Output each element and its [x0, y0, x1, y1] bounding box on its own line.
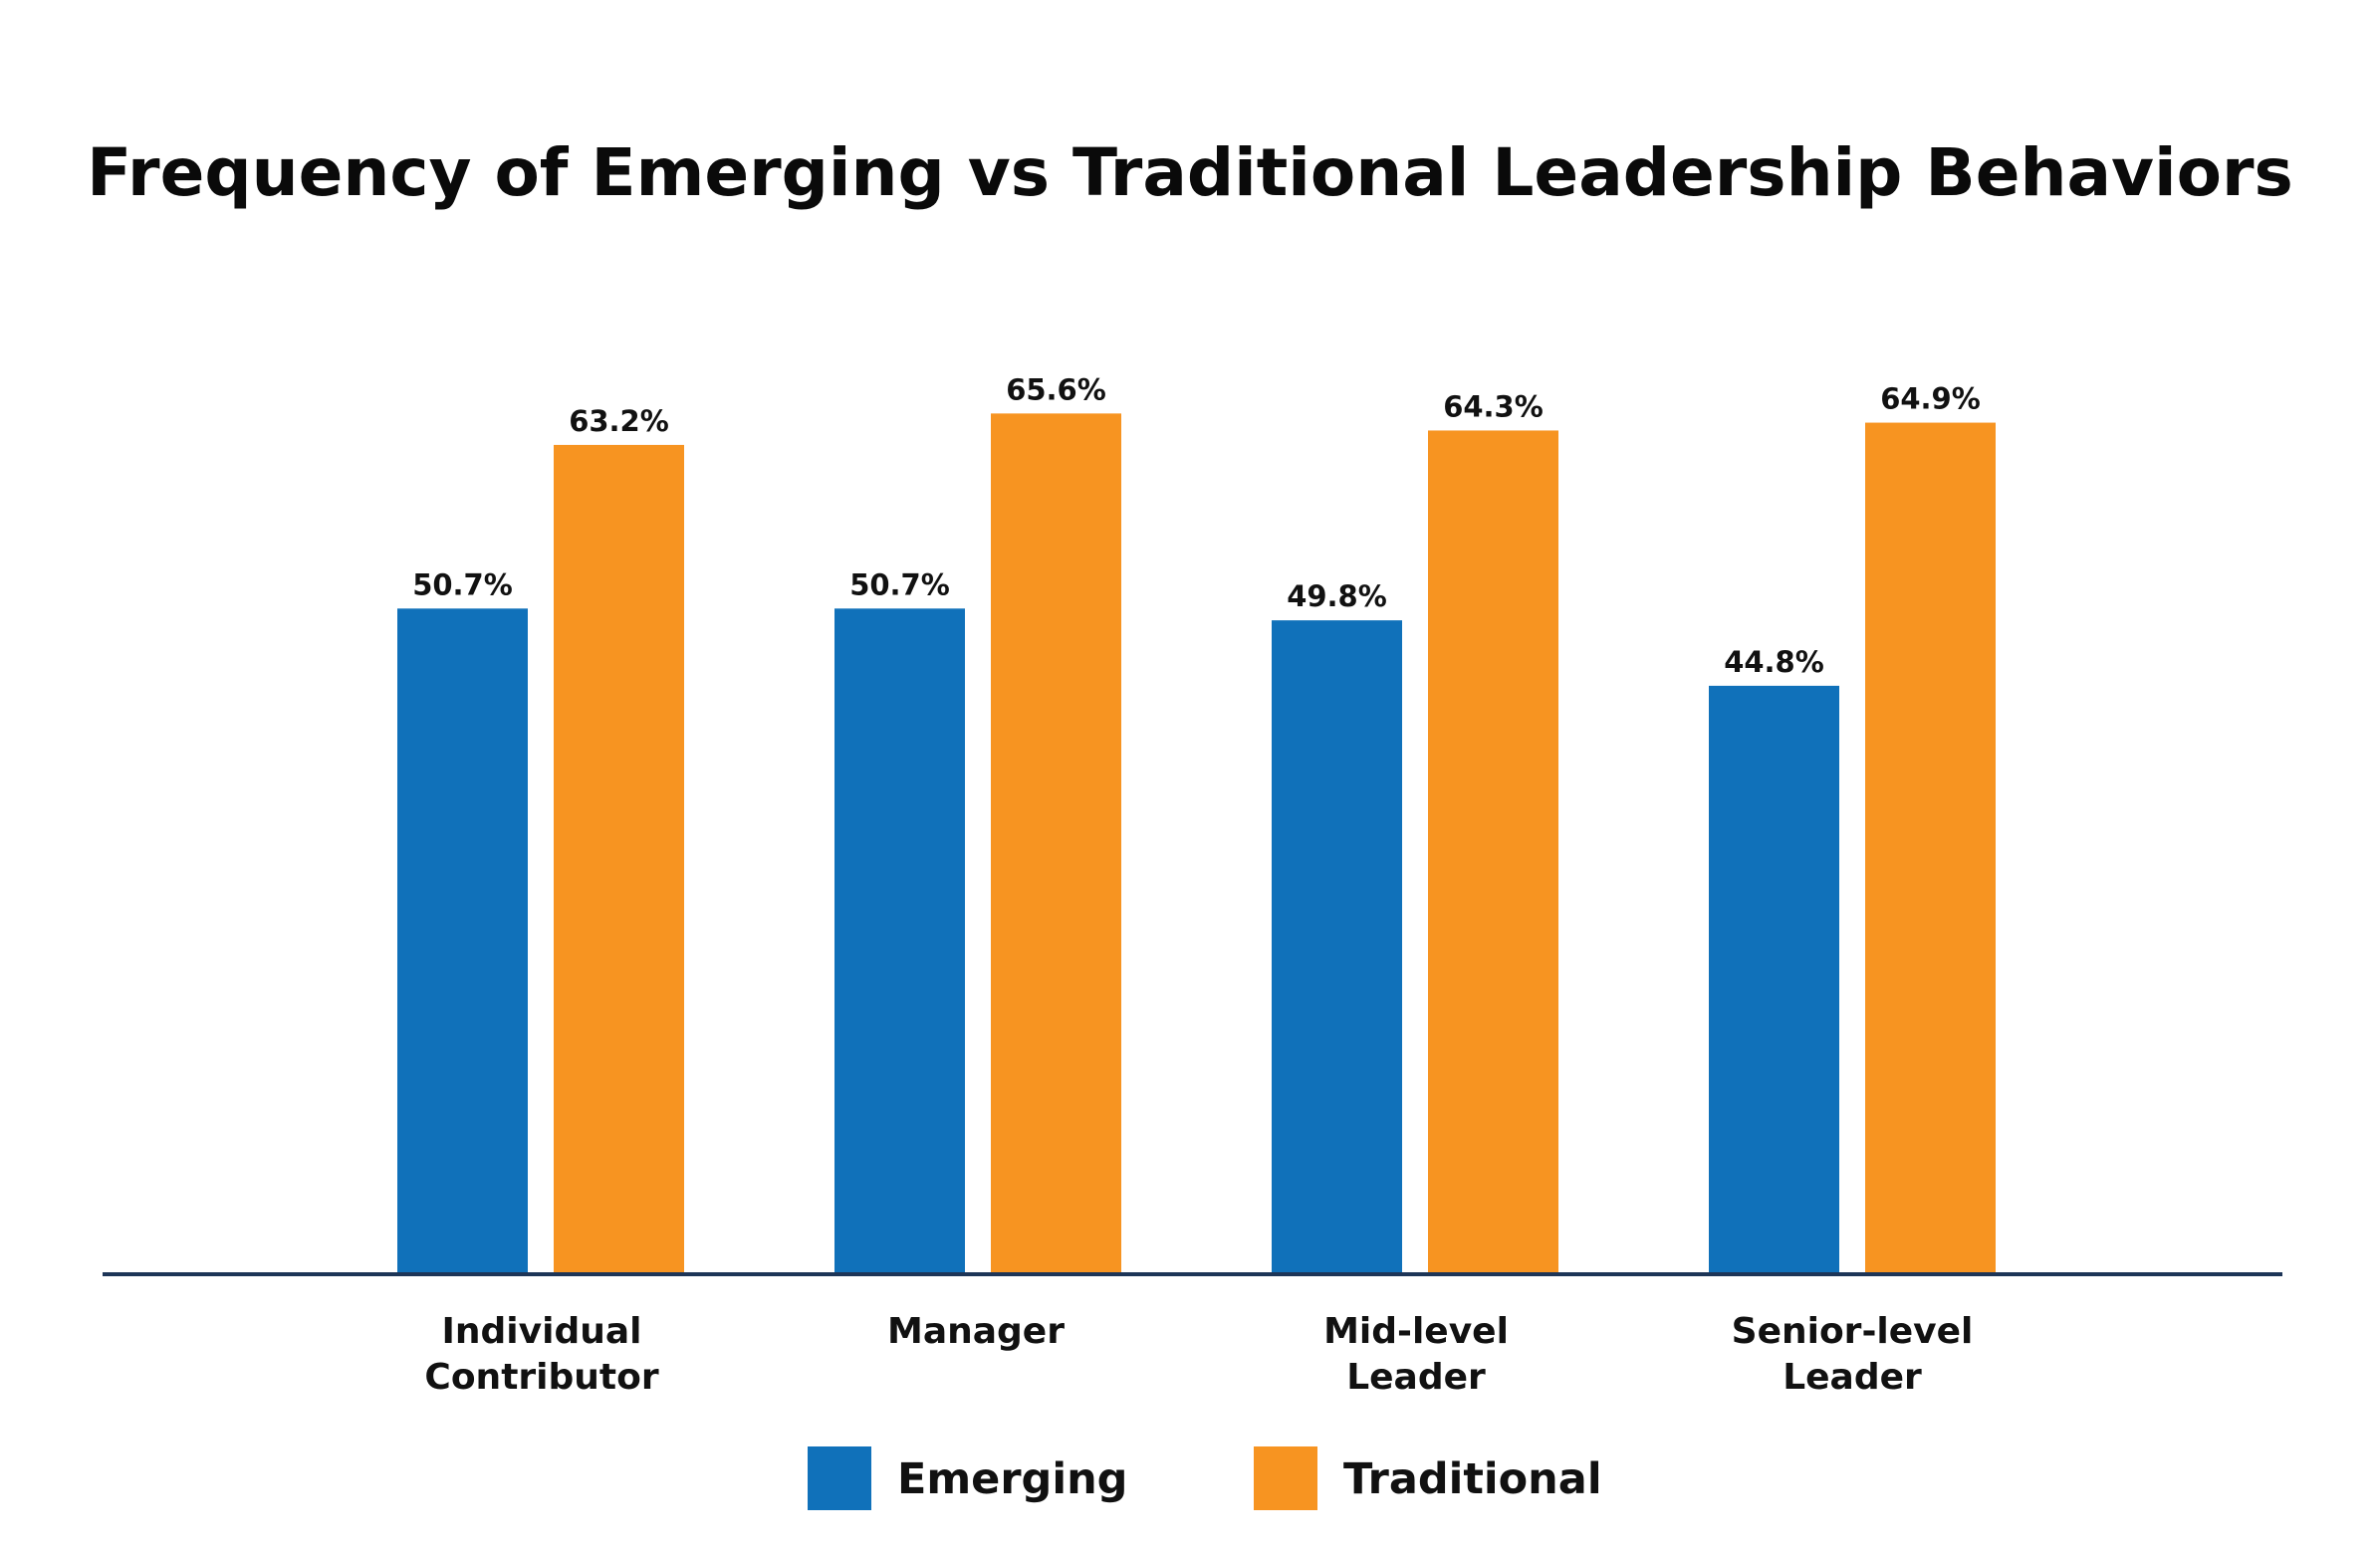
legend-swatch-emerging	[808, 1446, 871, 1510]
legend-label-emerging: Emerging	[897, 1454, 1127, 1504]
value-label-traditional-senior-level-leader: 64.9%	[1880, 382, 1981, 416]
value-label-emerging-individual-contributor: 50.7%	[412, 567, 513, 601]
value-label-traditional-manager: 65.6%	[1006, 372, 1106, 406]
category-label-line: Individual	[442, 1311, 642, 1352]
bar-emerging-individual-contributor	[397, 608, 528, 1272]
category-label-line: Leader	[1346, 1357, 1486, 1398]
legend-item-traditional: Traditional	[1254, 1446, 1602, 1510]
value-label-emerging-manager: 50.7%	[849, 567, 950, 601]
legend-item-emerging: Emerging	[808, 1446, 1127, 1510]
bars-layer	[397, 413, 1996, 1273]
category-label-senior-level-leader: Senior-level Leader	[1732, 1311, 1974, 1398]
bar-traditional-mid-level-leader	[1428, 430, 1558, 1273]
legend-label-traditional: Traditional	[1343, 1454, 1602, 1504]
category-label-line: Contributor	[424, 1357, 658, 1398]
bar-traditional-senior-level-leader	[1865, 422, 1996, 1272]
value-label-traditional-individual-contributor: 63.2%	[569, 404, 669, 438]
category-label-line: Leader	[1783, 1357, 1922, 1398]
category-label-line: Mid-level	[1323, 1311, 1509, 1352]
category-label-line: Senior-level	[1732, 1311, 1974, 1352]
category-labels-layer: Individual Contributor Manager Mid-level Lea…	[424, 1311, 1973, 1398]
bar-emerging-senior-level-leader	[1709, 685, 1839, 1272]
value-label-traditional-mid-level-leader: 64.3%	[1443, 389, 1544, 423]
bar-emerging-mid-level-leader	[1272, 620, 1402, 1272]
legend: Emerging Traditional	[808, 1446, 1602, 1510]
value-label-emerging-senior-level-leader: 44.8%	[1724, 645, 1824, 679]
bar-traditional-individual-contributor	[554, 444, 684, 1272]
category-label-manager: Manager	[887, 1311, 1065, 1352]
bar-traditional-manager	[991, 413, 1121, 1272]
category-label-individual-contributor: Individual Contributor	[424, 1311, 658, 1398]
category-label-line: Manager	[887, 1311, 1065, 1352]
legend-swatch-traditional	[1254, 1446, 1317, 1510]
bar-emerging-manager	[834, 608, 965, 1272]
value-label-emerging-mid-level-leader: 49.8%	[1287, 579, 1387, 613]
category-label-mid-level-leader: Mid-level Leader	[1323, 1311, 1509, 1398]
value-labels-layer: 50.7% 50.7% 49.8% 44.8% 63.2% 65.6% 64.3% 64.9%	[412, 372, 1981, 679]
chart-title: Frequency of Emerging vs Traditional Lea…	[87, 134, 2293, 211]
